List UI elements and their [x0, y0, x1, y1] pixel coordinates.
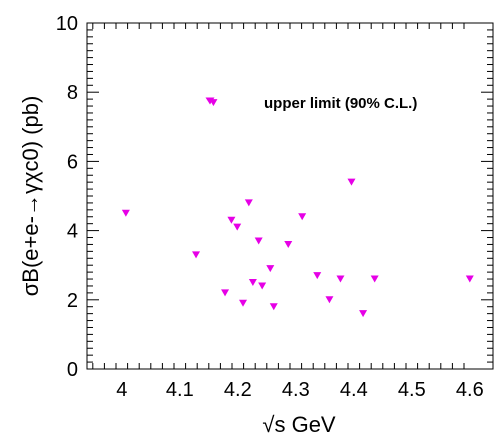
- data-point: [325, 296, 334, 304]
- data-point: [269, 303, 278, 311]
- axis-ticks: [87, 22, 493, 370]
- data-point: [266, 265, 275, 273]
- x-tick-label: 4.1: [166, 379, 194, 401]
- y-tick-label: 10: [56, 13, 78, 35]
- data-point: [233, 223, 242, 231]
- data-point: [254, 237, 263, 245]
- data-point: [248, 279, 257, 286]
- data-point: [284, 240, 293, 248]
- data-point: [336, 275, 345, 283]
- x-tick-label: 4.3: [282, 379, 310, 401]
- data-point: [347, 178, 356, 186]
- y-tick-label: 6: [67, 151, 78, 173]
- legend-label: upper limit (90% C.L.): [264, 95, 417, 112]
- x-tick-label: 4.4: [340, 379, 368, 401]
- data-point: [465, 275, 474, 283]
- data-point: [221, 289, 230, 297]
- legend: upper limit (90% C.L.): [205, 95, 417, 112]
- data-point: [121, 209, 130, 217]
- x-tick-label: 4.5: [398, 379, 426, 401]
- data-point: [239, 299, 248, 307]
- data-points: [121, 99, 474, 318]
- data-point: [298, 213, 307, 221]
- y-tick-label: 2: [67, 290, 78, 312]
- x-tick-label: 4.2: [224, 379, 252, 401]
- data-point: [227, 216, 236, 224]
- x-tick-label: 4: [116, 379, 127, 401]
- x-axis-title: √s GeV: [262, 412, 336, 437]
- data-point: [244, 199, 253, 207]
- y-tick-label: 4: [67, 221, 78, 243]
- y-tick-label: 0: [67, 359, 78, 381]
- data-point: [370, 275, 379, 283]
- data-point: [313, 272, 322, 280]
- data-point: [192, 251, 201, 259]
- y-axis-title: σB(e+e-→γχc0) (pb): [18, 96, 43, 297]
- tick-labels: 4 4.1 4.2 4.3 4.4 4.5 4.6 0 2 4 6 8 10: [56, 13, 484, 401]
- legend-marker: [205, 97, 215, 105]
- data-point: [258, 282, 267, 290]
- plot-frame: [86, 22, 494, 370]
- data-point: [359, 310, 368, 318]
- y-tick-label: 8: [67, 82, 78, 104]
- x-tick-label: 4.6: [456, 379, 484, 401]
